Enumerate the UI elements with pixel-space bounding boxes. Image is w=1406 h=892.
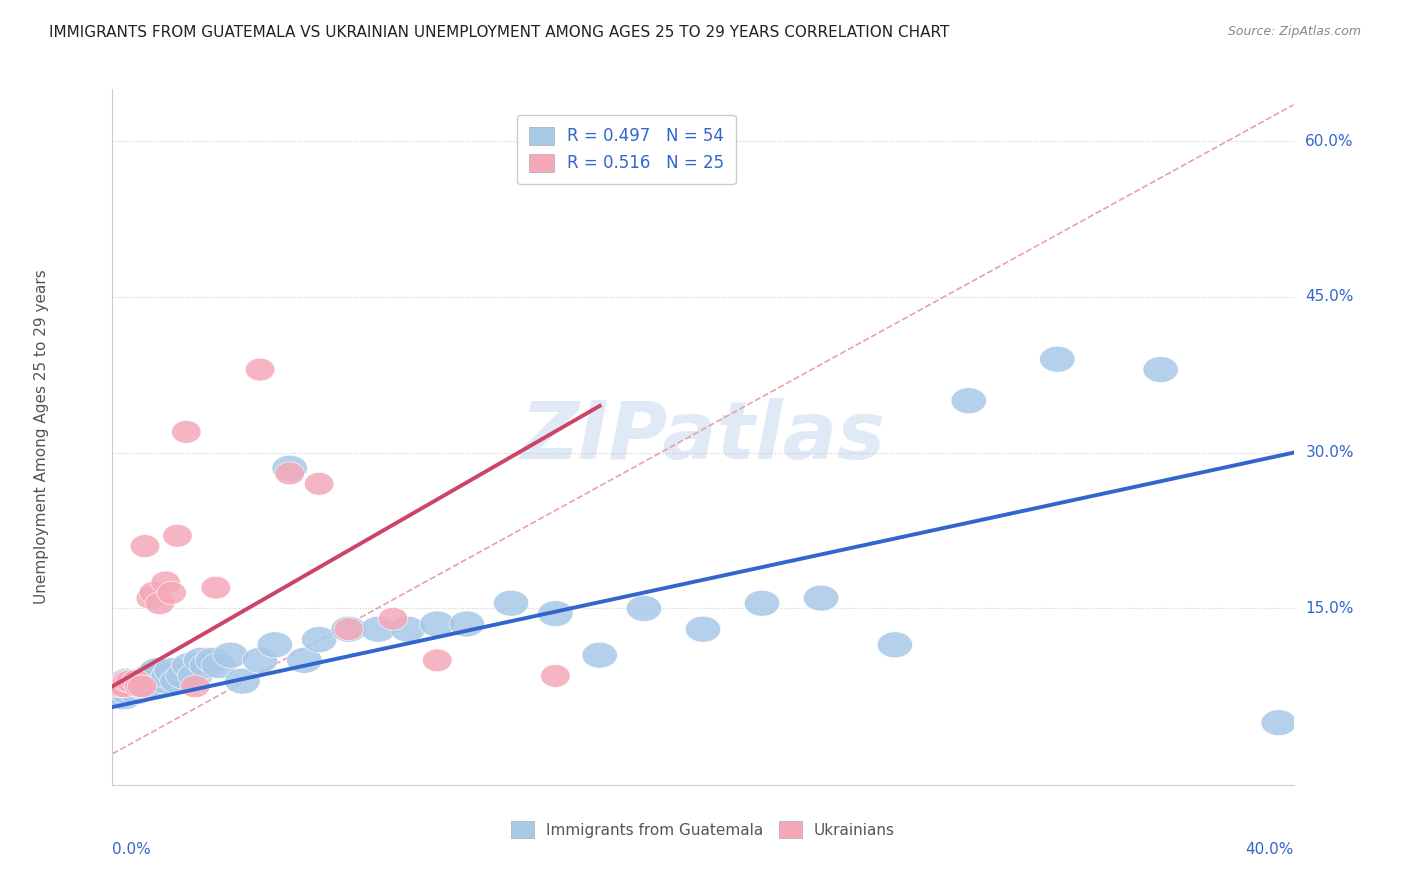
Ellipse shape bbox=[150, 663, 186, 689]
Ellipse shape bbox=[195, 648, 231, 673]
Text: ZIPatlas: ZIPatlas bbox=[520, 398, 886, 476]
Ellipse shape bbox=[110, 675, 139, 698]
Ellipse shape bbox=[139, 673, 174, 699]
Ellipse shape bbox=[582, 642, 617, 668]
Text: 0.0%: 0.0% bbox=[112, 842, 152, 857]
Ellipse shape bbox=[287, 648, 322, 673]
Ellipse shape bbox=[139, 657, 174, 683]
Ellipse shape bbox=[118, 673, 153, 699]
Ellipse shape bbox=[127, 675, 157, 698]
Ellipse shape bbox=[148, 668, 183, 694]
Text: Source: ZipAtlas.com: Source: ZipAtlas.com bbox=[1227, 25, 1361, 38]
Ellipse shape bbox=[360, 616, 396, 642]
Ellipse shape bbox=[136, 668, 172, 694]
Ellipse shape bbox=[494, 591, 529, 616]
Ellipse shape bbox=[246, 359, 276, 381]
Ellipse shape bbox=[183, 648, 219, 673]
Legend: Immigrants from Guatemala, Ukrainians: Immigrants from Guatemala, Ukrainians bbox=[502, 812, 904, 847]
Ellipse shape bbox=[378, 607, 408, 631]
Ellipse shape bbox=[423, 648, 453, 672]
Ellipse shape bbox=[537, 600, 574, 626]
Ellipse shape bbox=[389, 616, 426, 642]
Ellipse shape bbox=[131, 534, 160, 558]
Ellipse shape bbox=[201, 576, 231, 599]
Ellipse shape bbox=[172, 653, 207, 679]
Ellipse shape bbox=[225, 668, 260, 694]
Ellipse shape bbox=[744, 591, 780, 616]
Text: 15.0%: 15.0% bbox=[1305, 601, 1354, 615]
Ellipse shape bbox=[110, 668, 145, 694]
Ellipse shape bbox=[107, 683, 142, 710]
Ellipse shape bbox=[115, 670, 145, 692]
Ellipse shape bbox=[271, 455, 308, 481]
Ellipse shape bbox=[301, 626, 337, 653]
Ellipse shape bbox=[180, 675, 209, 698]
Text: 40.0%: 40.0% bbox=[1246, 842, 1294, 857]
Ellipse shape bbox=[172, 420, 201, 443]
Ellipse shape bbox=[335, 618, 363, 640]
Ellipse shape bbox=[121, 670, 150, 692]
Ellipse shape bbox=[166, 663, 201, 689]
Ellipse shape bbox=[950, 388, 987, 414]
Ellipse shape bbox=[118, 679, 153, 705]
Ellipse shape bbox=[121, 668, 157, 694]
Ellipse shape bbox=[101, 679, 136, 705]
Ellipse shape bbox=[107, 675, 136, 698]
Ellipse shape bbox=[212, 642, 249, 668]
Ellipse shape bbox=[163, 524, 193, 547]
Ellipse shape bbox=[112, 670, 142, 692]
Ellipse shape bbox=[330, 616, 367, 642]
Ellipse shape bbox=[124, 673, 160, 699]
Text: 60.0%: 60.0% bbox=[1305, 134, 1354, 149]
Ellipse shape bbox=[449, 611, 485, 637]
Text: Unemployment Among Ages 25 to 29 years: Unemployment Among Ages 25 to 29 years bbox=[34, 269, 49, 605]
Ellipse shape bbox=[877, 632, 912, 657]
Ellipse shape bbox=[142, 663, 177, 689]
Ellipse shape bbox=[257, 632, 292, 657]
Ellipse shape bbox=[1261, 710, 1296, 736]
Ellipse shape bbox=[124, 668, 160, 694]
Ellipse shape bbox=[115, 673, 150, 699]
Ellipse shape bbox=[150, 571, 180, 594]
Ellipse shape bbox=[124, 675, 153, 698]
Text: 30.0%: 30.0% bbox=[1305, 445, 1354, 460]
Ellipse shape bbox=[104, 675, 134, 698]
Ellipse shape bbox=[139, 582, 169, 604]
Ellipse shape bbox=[540, 665, 571, 688]
Ellipse shape bbox=[131, 673, 166, 699]
Ellipse shape bbox=[104, 673, 139, 699]
Ellipse shape bbox=[1143, 357, 1178, 383]
Text: 45.0%: 45.0% bbox=[1305, 289, 1354, 304]
Ellipse shape bbox=[305, 473, 335, 495]
Ellipse shape bbox=[157, 582, 186, 604]
Ellipse shape bbox=[153, 657, 190, 683]
Ellipse shape bbox=[110, 679, 145, 705]
Ellipse shape bbox=[190, 653, 225, 679]
Ellipse shape bbox=[242, 648, 278, 673]
Ellipse shape bbox=[803, 585, 839, 611]
Text: IMMIGRANTS FROM GUATEMALA VS UKRAINIAN UNEMPLOYMENT AMONG AGES 25 TO 29 YEARS CO: IMMIGRANTS FROM GUATEMALA VS UKRAINIAN U… bbox=[49, 25, 949, 40]
Ellipse shape bbox=[177, 663, 212, 689]
Ellipse shape bbox=[1039, 346, 1076, 372]
Ellipse shape bbox=[419, 611, 456, 637]
Ellipse shape bbox=[112, 673, 148, 699]
Ellipse shape bbox=[136, 587, 166, 609]
Ellipse shape bbox=[127, 668, 163, 694]
Ellipse shape bbox=[626, 596, 662, 622]
Ellipse shape bbox=[145, 591, 174, 615]
Ellipse shape bbox=[276, 462, 304, 485]
Ellipse shape bbox=[685, 616, 721, 642]
Ellipse shape bbox=[134, 663, 169, 689]
Ellipse shape bbox=[201, 653, 236, 679]
Ellipse shape bbox=[160, 668, 195, 694]
